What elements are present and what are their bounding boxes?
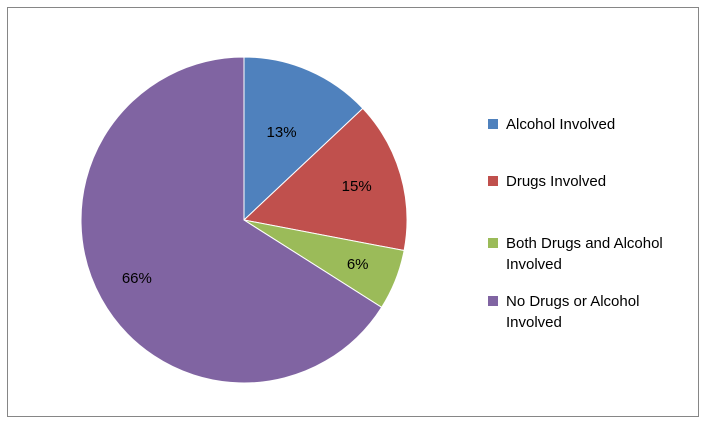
data-label-alcohol: 13% (267, 124, 297, 141)
pie-slices (80, 56, 408, 384)
data-label-drugs: 15% (342, 178, 372, 195)
legend-label-both-line2: Involved (506, 256, 562, 273)
legend-swatch-none (488, 296, 498, 306)
pie-slice-alcohol (243, 56, 364, 222)
legend-swatch-both (488, 238, 498, 248)
data-label-none: 66% (122, 270, 152, 287)
pie-slice-none (80, 56, 383, 384)
data-label-both: 6% (347, 256, 369, 273)
legend-swatch-alcohol (488, 119, 498, 129)
legend-label-none-line2: Involved (506, 314, 562, 331)
pie-slice-drugs (242, 107, 408, 252)
legend-label-none-line1: No Drugs or Alcohol (506, 293, 640, 310)
legend-label-both-line1: Both Drugs and Alcohol (506, 235, 663, 252)
legend-label-alcohol: Alcohol Involved (506, 116, 616, 133)
legend-label-drugs: Drugs Involved (506, 173, 607, 190)
slice-labels: 13% 15% 6% 66% (122, 124, 372, 287)
legend-swatch-drugs (488, 176, 498, 186)
